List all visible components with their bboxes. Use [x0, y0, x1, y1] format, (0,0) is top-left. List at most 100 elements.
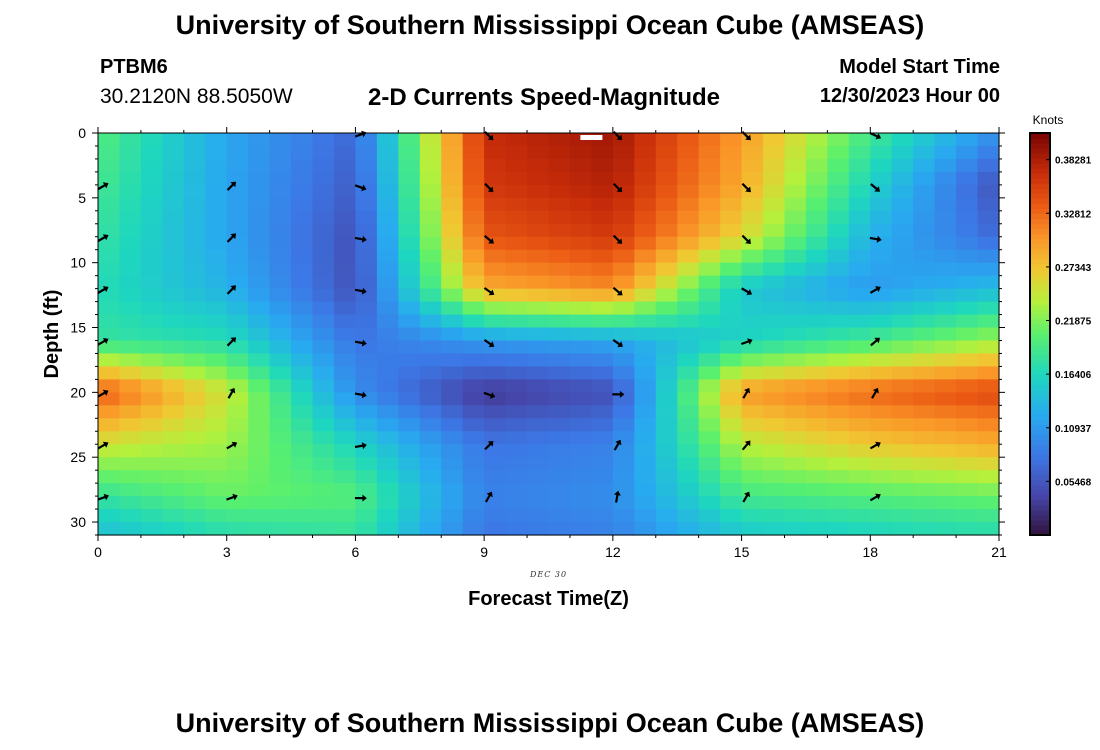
heatmap-cell — [634, 275, 657, 290]
heatmap-cell — [934, 405, 957, 419]
heatmap-cell — [784, 184, 807, 199]
heatmap-cell — [956, 275, 979, 290]
heatmap-cell — [977, 262, 1000, 277]
heatmap-cell — [612, 509, 635, 523]
heatmap-cell — [634, 509, 657, 523]
heatmap-cell — [848, 210, 871, 225]
heatmap-cell — [805, 522, 828, 536]
colorbar-segment — [1030, 213, 1050, 220]
colorbar-segment — [1030, 298, 1050, 305]
heatmap-cell — [934, 275, 957, 290]
heatmap-cell — [591, 496, 614, 510]
heatmap-cell — [655, 470, 678, 484]
heatmap-cell — [376, 171, 399, 186]
heatmap-cell — [848, 171, 871, 186]
heatmap-cell — [441, 275, 464, 290]
vector-shaft — [742, 493, 749, 503]
heatmap-cell — [634, 496, 657, 510]
heatmap-cell — [763, 509, 786, 523]
heatmap-cell — [870, 249, 893, 264]
heatmap-cell — [870, 509, 893, 523]
heatmap-cell — [462, 353, 485, 368]
heatmap-cell — [977, 133, 1000, 147]
heatmap-cell — [720, 444, 743, 458]
heatmap-cell — [226, 418, 249, 432]
vector-head — [230, 233, 236, 240]
heatmap-cell — [548, 340, 571, 355]
heatmap-cell — [183, 496, 206, 510]
heatmap-cell — [269, 327, 292, 342]
colorbar-segment — [1030, 434, 1050, 441]
heatmap-cell — [333, 392, 357, 406]
vector-head — [875, 286, 881, 293]
heatmap-cell — [805, 379, 828, 393]
heatmap-cell — [269, 340, 292, 355]
heatmap-cell — [312, 275, 335, 290]
heatmap-cell — [162, 366, 185, 380]
heatmap-cell — [355, 457, 378, 471]
heatmap-cell — [784, 301, 807, 316]
colorbar-segment — [1030, 524, 1050, 531]
heatmap-cell — [484, 197, 507, 212]
heatmap-cell — [569, 262, 592, 277]
heatmap-cell — [527, 171, 550, 186]
heatmap-cell — [548, 210, 571, 225]
vector-head — [362, 494, 367, 502]
heatmap-cell — [634, 379, 657, 393]
heatmap-cell — [569, 392, 592, 406]
heatmap-cell — [140, 522, 163, 536]
current-vector — [870, 337, 880, 347]
heatmap-cell — [205, 431, 228, 445]
heatmap-cell — [870, 431, 893, 445]
heatmap-cell — [183, 210, 206, 225]
heatmap-cell — [913, 301, 936, 316]
heatmap-cell — [655, 353, 678, 368]
heatmap-cell — [913, 145, 936, 160]
heatmap-cell — [333, 210, 357, 225]
heatmap-cell — [398, 379, 421, 393]
heatmap-cell — [269, 405, 292, 419]
vector-head — [745, 186, 751, 193]
heatmap-cell — [398, 249, 421, 264]
heatmap-cell — [934, 133, 957, 147]
heatmap-cell — [248, 288, 271, 303]
heatmap-cell — [376, 184, 399, 199]
heatmap-cell — [312, 223, 335, 238]
heatmap-cell — [140, 431, 163, 445]
heatmap-cell — [870, 314, 893, 329]
heatmap-cell — [805, 314, 828, 329]
heatmap-cell — [548, 314, 571, 329]
heatmap-cell — [333, 184, 357, 199]
heatmap-cell — [441, 366, 464, 380]
heatmap-cell — [848, 301, 871, 316]
heatmap-cell — [355, 314, 378, 329]
heatmap-cell — [162, 418, 185, 432]
heatmap-cell — [634, 171, 657, 186]
heatmap-cell — [891, 340, 914, 355]
heatmap-cell — [956, 522, 979, 536]
heatmap-cell — [569, 457, 592, 471]
vector-shaft — [612, 182, 621, 191]
heatmap-cell — [720, 275, 743, 290]
heatmap-cell — [677, 418, 700, 432]
heatmap-cell — [248, 133, 271, 147]
heatmap-cell — [462, 301, 485, 316]
heatmap-cell — [462, 236, 485, 251]
colorbar-segment — [1030, 233, 1050, 240]
heatmap-cell — [612, 522, 635, 536]
heatmap-cell — [205, 470, 228, 484]
colorbar-tick-label: 0.21875 — [1055, 317, 1092, 328]
heatmap-cell — [98, 353, 121, 368]
heatmap-cell — [119, 418, 142, 432]
heatmap-cell — [634, 366, 657, 380]
current-vector — [483, 339, 495, 348]
heatmap-cell — [677, 392, 700, 406]
heatmap-cell — [891, 496, 914, 510]
heatmap-cell — [376, 522, 399, 536]
colorbar-segment — [1030, 238, 1050, 245]
heatmap-cell — [655, 340, 678, 355]
heatmap-cell — [333, 340, 357, 355]
vector-shaft — [483, 391, 493, 397]
heatmap-cell — [956, 210, 979, 225]
heatmap-cell — [205, 366, 228, 380]
